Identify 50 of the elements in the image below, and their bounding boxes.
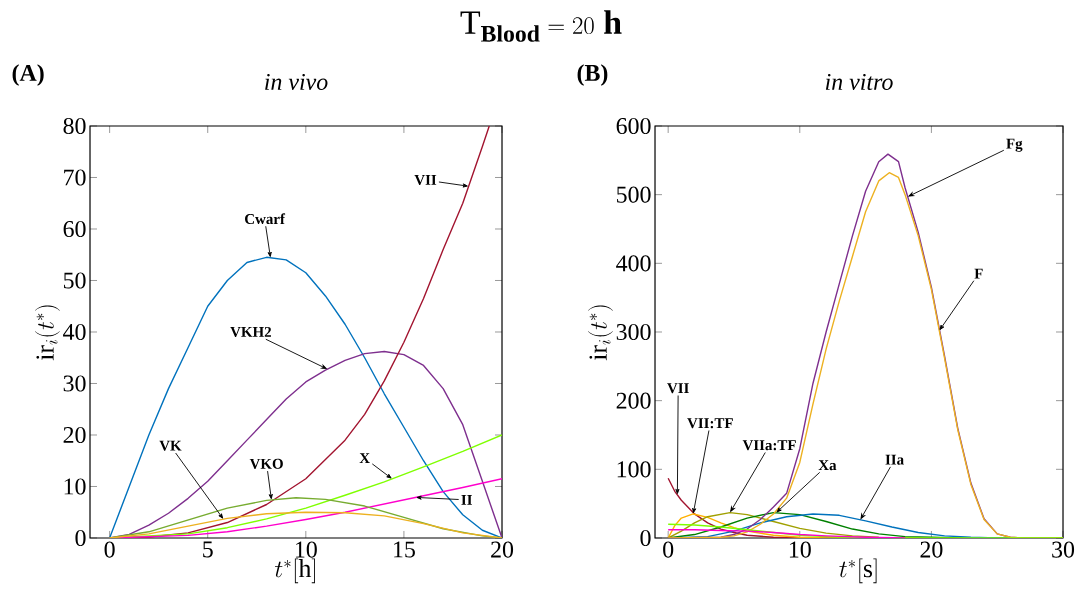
y-tick-label: 100 (617, 461, 651, 478)
text: VII (414, 175, 437, 186)
x-tick-label: 30 (1052, 541, 1075, 558)
y-tick-label: 0 (75, 529, 86, 547)
text: (B) (577, 64, 608, 86)
y-tick-label: 0 (640, 529, 651, 547)
x-tick-label: 0 (663, 541, 674, 558)
y-tick-label: 500 (617, 186, 651, 203)
y-axis-title: $\mathrm{ir}_i(t^*)$ (588, 305, 613, 361)
x-tick-label: 20 (920, 541, 943, 558)
chart-subtitle: in vivo (265, 73, 328, 91)
y-tick-label: 10 (64, 478, 86, 495)
line-series (667, 529, 906, 538)
x-tick-label: 0 (104, 541, 115, 558)
text: $\mathrm{T}_{\mathbf{Blood}} = 20\ \mathbf{h}$ (460, 10, 622, 42)
y-tick-label: 30 (63, 375, 86, 392)
x-tick-label: 10 (295, 541, 317, 558)
text: Cwarf (245, 213, 286, 225)
text: VII (667, 383, 689, 394)
y-axis-title: $\mathrm{ir}_i(t^*)$ (35, 305, 60, 361)
x-tick-label: 20 (491, 541, 514, 558)
y-tick-label: 40 (63, 323, 86, 341)
text: IIa (885, 454, 904, 465)
y-tick-label: 80 (63, 117, 86, 135)
x-axis-title: $t^*[\mathrm{h}]$ (274, 558, 315, 584)
text: VKH2 (230, 326, 271, 338)
y-tick-label: 70 (64, 169, 86, 186)
y-tick-label: 60 (63, 220, 86, 238)
x-tick-label: 5 (203, 541, 213, 558)
y-tick-label: 50 (63, 272, 86, 289)
text: VK (159, 440, 182, 451)
text: Xa (818, 460, 837, 471)
text: VKO (249, 458, 283, 469)
series-label: II (461, 494, 472, 505)
chart-subtitle: in vitro (825, 73, 893, 91)
x-tick-label: 10 (789, 541, 811, 558)
y-tick-label: 400 (616, 255, 651, 272)
x-axis-title: $t^*[\mathrm{s}]$ (839, 558, 877, 584)
y-tick-label: 200 (616, 392, 651, 409)
y-tick-label: 300 (616, 323, 651, 341)
y-tick-label: 20 (63, 426, 86, 444)
text: VIIa:TF (742, 440, 796, 451)
text: VII:TF (687, 418, 733, 429)
text: Fg (1006, 138, 1023, 152)
text: (A) (12, 64, 44, 86)
x-tick-label: 15 (394, 541, 415, 558)
y-tick-label: 600 (616, 117, 651, 135)
line-series (108, 511, 503, 538)
series-label: X (359, 453, 370, 464)
text: F (974, 268, 983, 279)
